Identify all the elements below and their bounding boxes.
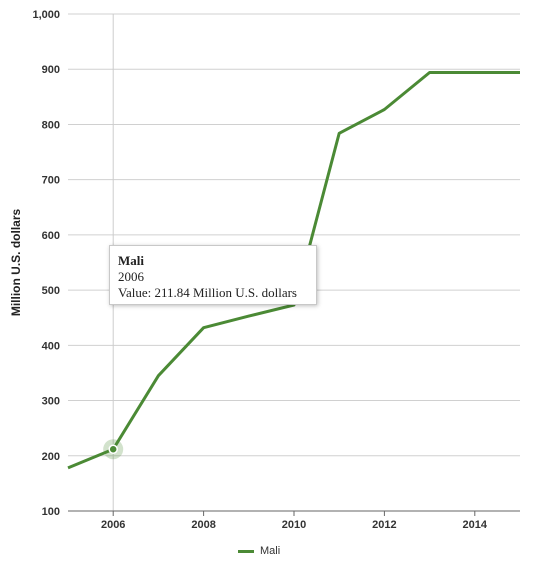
x-axis-ticks: 2006 2008 2010 2012 2014 [101,511,488,531]
y-tick-label: 700 [42,175,60,187]
tooltip: Mali 2006 Value: 211.84 Million U.S. dol… [109,245,317,305]
y-tick-label: 600 [42,230,60,242]
y-tick-label: 300 [42,396,60,408]
y-tick-label: 100 [42,506,60,518]
series-line-mali [67,71,520,470]
hover-point[interactable] [108,444,118,454]
y-tick-label: 500 [42,285,60,297]
x-tick-label: 2010 [282,519,306,531]
x-tick-label: 2006 [101,519,125,531]
y-axis-label: Million U.S. dollars [9,209,23,317]
legend[interactable]: Mali [238,545,280,557]
y-tick-label: 800 [42,119,60,131]
y-tick-label: 900 [42,64,60,76]
y-tick-label: 1,000 [32,9,60,21]
y-axis-ticks: 100 200 300 400 500 600 700 800 900 1,000 [32,9,60,518]
tooltip-year: 2006 [118,269,144,284]
x-tick-label: 2008 [191,519,215,531]
x-tick-label: 2014 [463,519,488,531]
y-tick-label: 400 [42,340,60,352]
x-tick-label: 2012 [372,519,396,531]
legend-swatch-mali [238,549,254,553]
legend-label-mali: Mali [260,545,281,557]
tooltip-value: Value: 211.84 Million U.S. dollars [118,285,297,300]
tooltip-title: Mali [118,253,144,268]
y-tick-label: 200 [42,451,60,463]
